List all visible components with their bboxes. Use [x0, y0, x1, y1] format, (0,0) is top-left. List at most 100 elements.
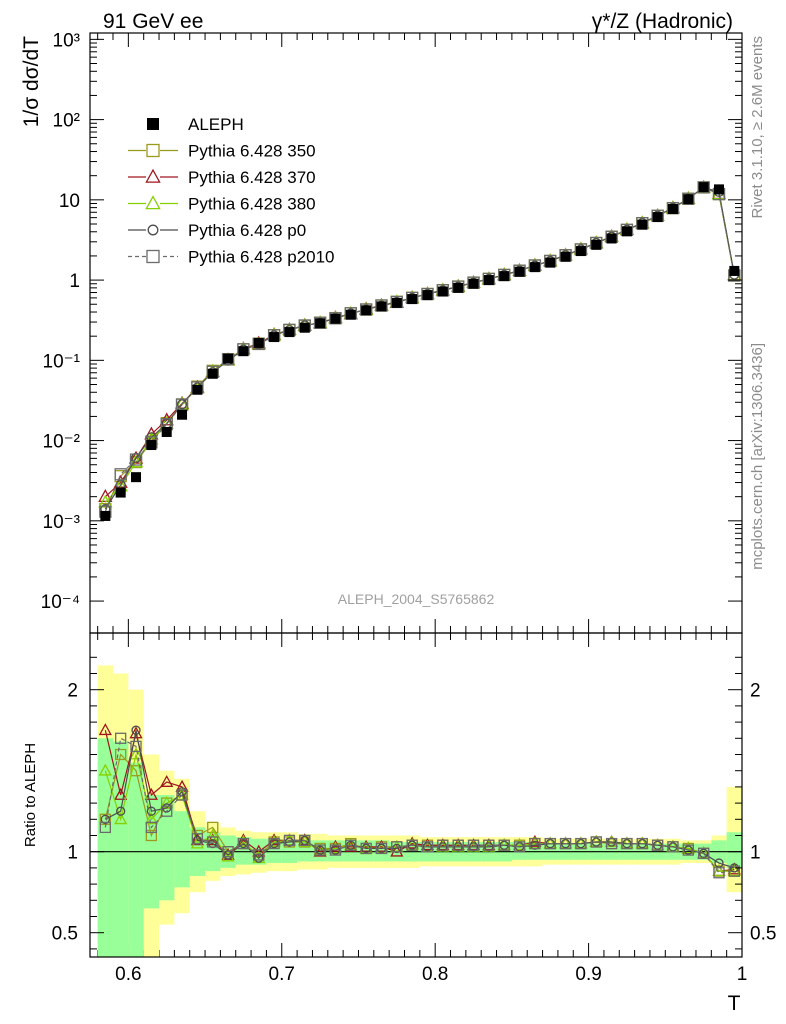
- ratio-point-p2010: [605, 837, 618, 850]
- ratio-point-p2010: [697, 847, 710, 859]
- ratio-point-p2010: [544, 837, 556, 850]
- ratio-point-p0: [238, 838, 249, 849]
- legend-marker-bg: [146, 143, 160, 158]
- ratio-point-p2010: [529, 837, 541, 850]
- ratio-point-p370: [313, 844, 327, 857]
- ratio-point-p370: [528, 834, 542, 847]
- point-aleph: [713, 184, 724, 195]
- ratio-point-p370: [727, 862, 741, 875]
- ratio-point-p2010: [406, 839, 418, 851]
- ratio-point-p380: [144, 812, 158, 825]
- band-inner-bin: [128, 762, 144, 957]
- ratio-point-p370: [328, 839, 343, 852]
- point-aleph: [560, 251, 571, 262]
- point-aleph: [545, 257, 556, 268]
- analysis-tag: ALEPH_2004_S5765862: [338, 591, 495, 607]
- ratio-point-p2010: [375, 842, 388, 855]
- legend-entry: Pythia 6.428 350: [128, 142, 316, 161]
- y-tick-label: 10⁻¹: [43, 351, 81, 372]
- ratio-point-p370: [98, 723, 112, 736]
- ratio-y-tick-label-right: 0.5: [750, 924, 776, 945]
- ratio-y-tick-label-left: 1: [67, 843, 78, 864]
- ratio-point-p0: [407, 840, 417, 850]
- ratio-point-p2010: [130, 740, 142, 753]
- ratio-point-p2010: [329, 844, 342, 856]
- y-tick-label: 10⁻²: [43, 432, 81, 453]
- top-plot-area: 10⁻⁴ 10⁻³ 10⁻² 10⁻¹ 1 10 10² 10³: [41, 30, 743, 957]
- ratio-point-p0: [146, 806, 157, 816]
- legend-marker: [147, 224, 159, 236]
- point-aleph: [683, 194, 694, 205]
- point-aleph: [146, 440, 157, 451]
- ratio-point-p2010: [191, 833, 204, 845]
- y-tick-label: 10³: [53, 30, 80, 51]
- point-aleph: [284, 327, 295, 338]
- ratio-point-p2010: [314, 844, 326, 856]
- ratio-point-p370: [160, 774, 174, 787]
- ratio-point-p2010: [590, 836, 602, 848]
- point-p0: [176, 399, 188, 410]
- y-axis-label-ratio: Ratio to ALEPH: [22, 743, 39, 847]
- y-tick-label: 10²: [53, 111, 80, 132]
- ratio-point-p370: [252, 844, 266, 857]
- point-aleph: [115, 487, 126, 498]
- legend-marker-bg: [146, 196, 160, 211]
- ratio-point-p0: [116, 806, 126, 816]
- ratio-point-p0: [330, 845, 341, 855]
- point-p2010: [114, 468, 127, 481]
- ratio-point-p350: [145, 829, 158, 842]
- rivet-version-text: Rivet 3.1.10, ≥ 2.6M events: [749, 36, 766, 219]
- ratio-point-p0: [223, 850, 233, 860]
- point-aleph: [345, 309, 356, 320]
- point-p2010: [697, 181, 710, 194]
- ratio-line-p2010: [104, 737, 735, 874]
- ratio-point-p2010: [99, 821, 111, 834]
- ratio-point-p2010: [636, 837, 648, 850]
- ratio-point-p2010: [222, 846, 234, 858]
- ratio-point-p2010: [299, 834, 311, 847]
- ratio-point-p2010: [268, 837, 280, 850]
- point-aleph: [529, 262, 540, 273]
- y-tick-label: 10: [59, 191, 80, 212]
- ratio-point-p2010: [145, 821, 158, 834]
- ratio-point-p2010: [682, 844, 694, 856]
- y-tick-label: 1: [69, 271, 80, 292]
- ratio-point-p0: [254, 853, 264, 863]
- legend-label: Pythia 6.428 p2010: [188, 248, 335, 267]
- ratio-point-p2010: [513, 841, 526, 853]
- ratio-point-p2010: [360, 842, 372, 855]
- legend-marker: [146, 249, 160, 264]
- legend-marker-bg: [146, 170, 160, 184]
- legend-entry: Pythia 6.428 p2010: [128, 248, 335, 267]
- band-inner-bin: [726, 832, 742, 868]
- point-aleph: [376, 301, 387, 312]
- point-aleph: [269, 332, 280, 343]
- ratio-point-p380: [712, 864, 726, 877]
- ratio-point-p0: [269, 838, 279, 849]
- mcplots-text: mcplots.cern.ch [arXiv:1306.3436]: [749, 343, 766, 570]
- ratio-point-p0: [683, 845, 693, 855]
- point-aleph: [330, 313, 341, 324]
- point-p370: [98, 488, 113, 502]
- point-aleph: [591, 239, 602, 250]
- ratio-point-p2010: [467, 839, 480, 851]
- ratio-point-p0: [300, 835, 310, 846]
- ratio-frame: [89, 632, 743, 958]
- legend-label: Pythia 6.428 350: [188, 142, 316, 161]
- band-inner-bin: [174, 811, 190, 888]
- ratio-point-p2010: [283, 834, 296, 847]
- point-aleph: [637, 219, 648, 230]
- ratio-point-p2010: [575, 837, 587, 850]
- ratio-point-p2010: [161, 805, 173, 817]
- legend-entry: ALEPH: [147, 115, 244, 134]
- point-aleph: [514, 266, 525, 277]
- ratio-point-p0: [698, 848, 709, 858]
- ratio-point-p370: [267, 833, 281, 846]
- x-tick-label: 0.6: [115, 964, 141, 985]
- legend-entry: Pythia 6.428 380: [128, 195, 316, 214]
- point-p2010: [329, 312, 342, 325]
- header-left: 91 GeV ee: [103, 10, 203, 33]
- point-aleph: [391, 297, 402, 308]
- ratio-point-p380: [221, 849, 235, 862]
- x-axis-label: T: [728, 992, 741, 1015]
